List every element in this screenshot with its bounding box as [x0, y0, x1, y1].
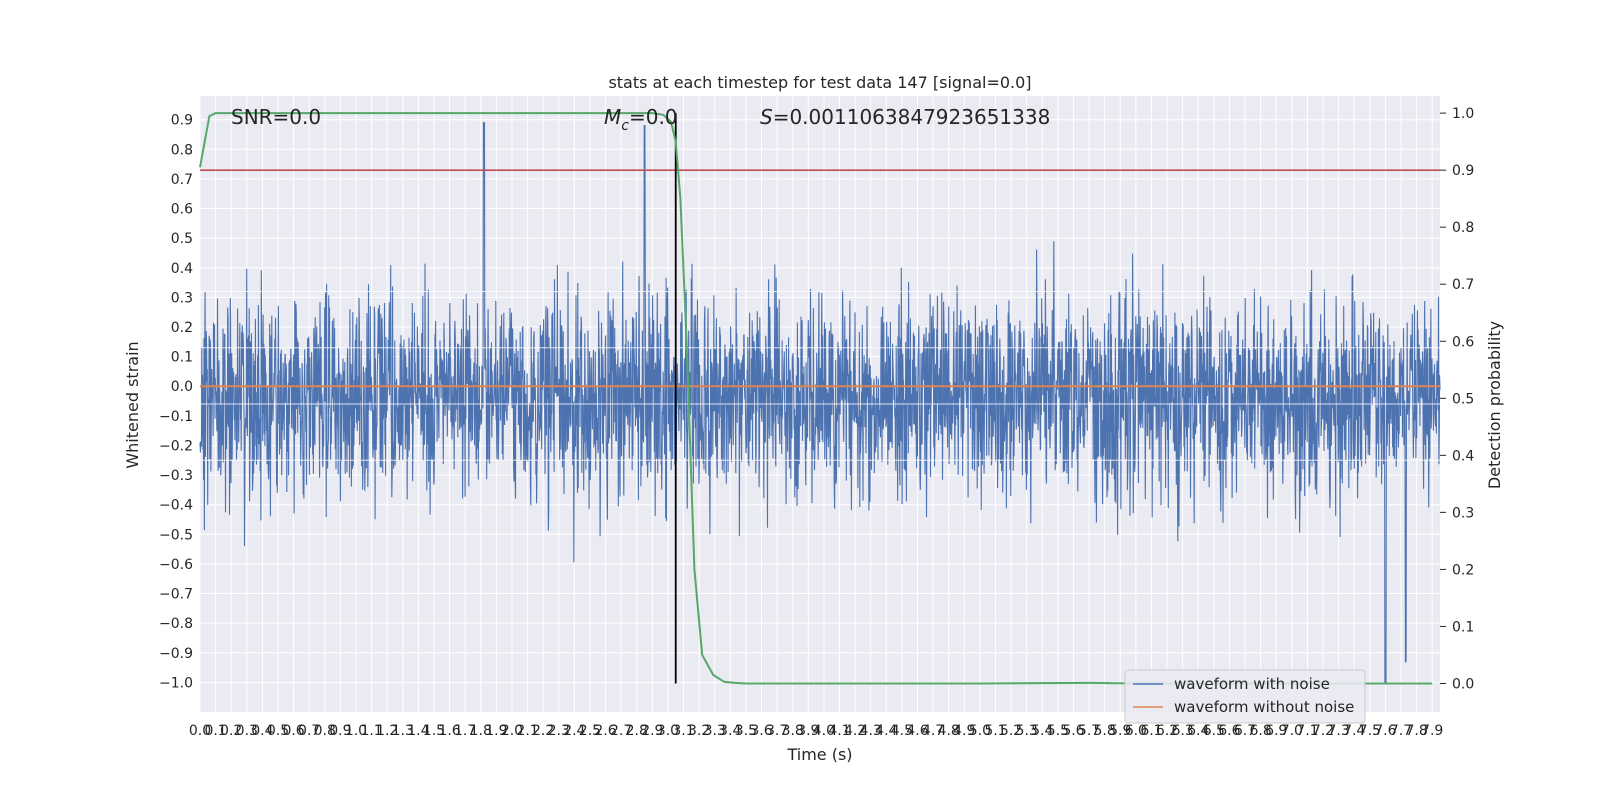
y-tick-label-right: 0.8 [1452, 220, 1474, 236]
y-axis-label-left: Whitened strain [123, 341, 142, 468]
y-tick-label-left: 0.0 [171, 379, 193, 395]
y-tick-label-left: 0.7 [171, 172, 193, 188]
y-tick-label-right: 0.9 [1452, 163, 1474, 179]
y-tick-label-left: 0.4 [171, 261, 193, 277]
y-tick-label-left: −0.3 [159, 468, 193, 484]
y-tick-label-left: 0.9 [171, 113, 193, 129]
y-tick-label-right: 0.2 [1452, 562, 1474, 578]
snr-annotation: SNR=0.0 [231, 105, 321, 129]
y-tick-label-left: 0.6 [171, 202, 193, 218]
mc-symbol: M [604, 105, 621, 129]
y-tick-label-left: 0.1 [171, 350, 193, 366]
x-axis-label: Time (s) [786, 745, 852, 764]
y-tick-label-right: 0.3 [1452, 505, 1474, 521]
mc-value: =0.0 [629, 105, 678, 129]
y-tick-label-right: 0.5 [1452, 391, 1474, 407]
x-tick-label: 7.9 [1421, 723, 1443, 739]
y-tick-label-right: 0.1 [1452, 619, 1474, 635]
y-tick-label-left: 0.2 [171, 320, 193, 336]
y-tick-label-left: −0.8 [159, 616, 193, 632]
y-tick-label-left: 0.5 [171, 231, 193, 247]
legend-label-clean: waveform without noise [1174, 698, 1354, 716]
y-tick-label-left: 0.8 [171, 142, 193, 158]
y-tick-label-left: −0.6 [159, 557, 193, 573]
y-tick-label-left: −0.5 [159, 527, 193, 543]
y-tick-label-right: 0.0 [1452, 676, 1474, 692]
chart: 0.00.10.20.30.40.50.60.70.80.91.01.11.21… [0, 0, 1600, 800]
y-tick-label-left: −0.4 [159, 498, 193, 514]
s-value: =0.0011063847923651338 [773, 105, 1051, 129]
y-axis-label-right: Detection probability [1485, 321, 1504, 489]
y-tick-label-right: 0.6 [1452, 334, 1474, 350]
s-symbol: S [760, 105, 773, 129]
s-annotation: S=0.0011063847923651338 [760, 105, 1050, 129]
y-tick-label-left: −0.9 [159, 646, 193, 662]
y-tick-label-left: −0.2 [159, 438, 193, 454]
y-tick-label-left: −0.1 [159, 409, 193, 425]
y-tick-label-right: 1.0 [1452, 106, 1474, 122]
legend-label-noise: waveform with noise [1174, 675, 1330, 693]
y-tick-label-left: −0.7 [159, 587, 193, 603]
y-tick-label-left: 0.3 [171, 290, 193, 306]
y-tick-label-right: 0.4 [1452, 448, 1474, 464]
legend: waveform with noise waveform without noi… [1125, 670, 1365, 723]
y-tick-label-left: −1.0 [159, 675, 193, 691]
chart-title: stats at each timestep for test data 147… [608, 73, 1031, 92]
y-tick-label-right: 0.7 [1452, 277, 1474, 293]
